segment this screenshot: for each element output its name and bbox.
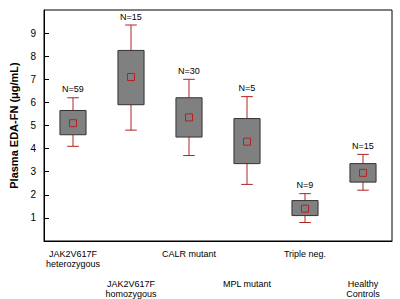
- svg-text:MPL mutant: MPL mutant: [223, 279, 272, 289]
- svg-text:4: 4: [30, 143, 36, 154]
- svg-text:N=59: N=59: [62, 84, 84, 94]
- svg-text:1: 1: [30, 212, 36, 223]
- svg-text:CALR mutant: CALR mutant: [162, 249, 217, 259]
- svg-text:homozygous: homozygous: [105, 289, 157, 299]
- svg-text:5: 5: [30, 120, 36, 131]
- svg-text:2: 2: [30, 189, 36, 200]
- svg-text:N=9: N=9: [297, 180, 314, 190]
- svg-text:Healthy: Healthy: [348, 279, 379, 289]
- svg-text:Triple neg.: Triple neg.: [284, 249, 326, 259]
- svg-text:3: 3: [30, 166, 36, 177]
- svg-text:8: 8: [30, 51, 36, 62]
- svg-text:N=15: N=15: [120, 12, 142, 22]
- svg-text:6: 6: [30, 97, 36, 108]
- svg-text:JAK2V617F: JAK2V617F: [49, 249, 98, 259]
- svg-text:heterozygous: heterozygous: [46, 259, 101, 269]
- svg-text:9: 9: [30, 28, 36, 39]
- svg-text:Plasma EDA-FN (μg/mL): Plasma EDA-FN (μg/mL): [8, 62, 20, 189]
- svg-text:N=5: N=5: [239, 83, 256, 93]
- svg-text:Controls: Controls: [346, 289, 380, 299]
- svg-text:N=30: N=30: [178, 66, 200, 76]
- svg-text:7: 7: [30, 74, 36, 85]
- svg-text:N=15: N=15: [352, 141, 374, 151]
- svg-text:JAK2V617F: JAK2V617F: [107, 279, 156, 289]
